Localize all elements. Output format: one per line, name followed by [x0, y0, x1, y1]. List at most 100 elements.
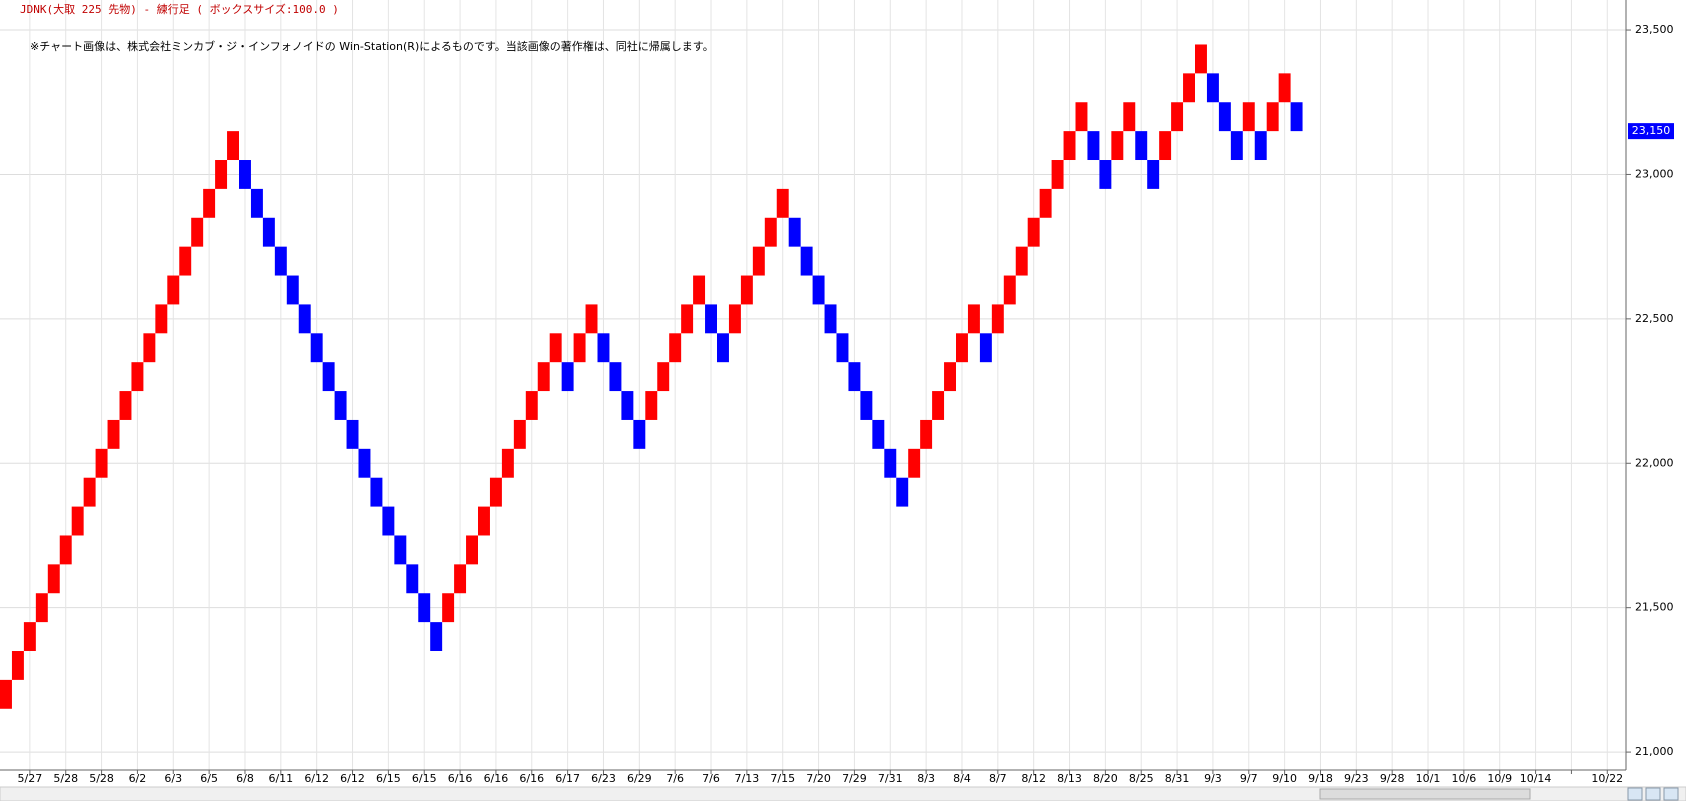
renko-box	[215, 160, 228, 189]
renko-box	[1099, 160, 1112, 189]
y-tick-label: 22,000	[1635, 456, 1674, 469]
renko-box	[1147, 160, 1160, 189]
renko-box	[920, 419, 933, 449]
renko-box	[478, 506, 490, 536]
x-tick-label: 8/13	[1057, 772, 1082, 785]
renko-box	[179, 246, 192, 276]
renko-box	[1195, 44, 1207, 74]
renko-box	[597, 333, 610, 363]
renko-box	[776, 188, 789, 218]
last-price-label: 23,150	[1632, 124, 1671, 137]
x-tick-label: 10/9	[1487, 772, 1512, 785]
x-tick-label: 10/1	[1416, 772, 1441, 785]
renko-box	[47, 564, 60, 594]
x-tick-label: 9/18	[1308, 772, 1333, 785]
x-tick-label: 7/6	[702, 772, 720, 785]
grid	[0, 0, 1626, 770]
renko-box	[155, 304, 168, 334]
x-tick-label: 8/25	[1129, 772, 1154, 785]
renko-box	[143, 333, 156, 363]
renko-box	[1171, 102, 1184, 132]
x-tick-label: 6/15	[412, 772, 437, 785]
renko-box	[752, 246, 765, 276]
renko-box	[848, 362, 861, 392]
renko-box	[322, 362, 335, 392]
renko-box	[131, 362, 144, 392]
x-tick-label: 8/4	[953, 772, 971, 785]
renko-box	[1063, 131, 1076, 161]
renko-box	[525, 391, 538, 420]
x-tick-label: 6/12	[304, 772, 329, 785]
renko-box	[358, 448, 371, 478]
zoom-button[interactable]	[1645, 787, 1661, 801]
renko-box	[1039, 188, 1052, 218]
scrollbar[interactable]	[0, 786, 1686, 801]
renko-box	[286, 275, 299, 305]
x-tick-label: 5/28	[89, 772, 114, 785]
renko-box	[609, 362, 622, 392]
renko-box	[537, 362, 550, 392]
renko-box	[203, 188, 216, 218]
renko-box	[1027, 217, 1040, 247]
x-tick-label: 5/28	[53, 772, 78, 785]
renko-box	[956, 333, 968, 363]
x-tick-label: 6/16	[484, 772, 509, 785]
renko-box	[23, 622, 36, 652]
x-tick-label: 7/29	[842, 772, 867, 785]
scrollbar-track	[0, 786, 1686, 801]
renko-box	[896, 477, 909, 507]
renko-box	[824, 304, 837, 334]
renko-box	[95, 448, 108, 478]
x-tick-label: 6/16	[448, 772, 473, 785]
renko-box	[310, 333, 323, 363]
renko-box	[669, 333, 682, 363]
y-tick-label: 23,500	[1635, 23, 1674, 36]
renko-box	[621, 391, 634, 420]
renko-box	[513, 419, 526, 449]
renko-box	[728, 304, 741, 334]
x-tick-label: 8/12	[1021, 772, 1046, 785]
renko-box	[908, 448, 921, 478]
renko-box	[489, 477, 502, 507]
renko-box	[561, 362, 574, 392]
renko-box	[1278, 73, 1291, 103]
x-tick-label: 7/13	[735, 772, 760, 785]
renko-box	[1206, 73, 1219, 103]
renko-box	[454, 564, 467, 594]
x-tick-label: 9/3	[1204, 772, 1222, 785]
scrollbar-thumb[interactable]	[1319, 788, 1531, 800]
y-tick-label: 21,500	[1635, 601, 1674, 614]
renko-box	[430, 622, 443, 652]
renko-box	[991, 304, 1004, 334]
zoom-button[interactable]	[1663, 787, 1679, 801]
chart-title: JDNK(大取 225 先物) - 練行足 ( ボックスサイズ:100.0 )	[20, 2, 339, 16]
x-tick-label: 10/14	[1520, 772, 1552, 785]
renko-box	[1183, 73, 1195, 103]
zoom-button[interactable]	[1627, 787, 1643, 801]
renko-box	[884, 448, 897, 478]
x-tick-label: 9/10	[1272, 772, 1297, 785]
renko-box	[119, 391, 132, 420]
renko-box	[1159, 131, 1172, 161]
renko-box	[740, 275, 753, 305]
renko-box	[370, 477, 383, 507]
y-tick-label: 21,000	[1635, 745, 1674, 758]
renko-box	[657, 362, 670, 392]
renko-box	[800, 246, 813, 276]
renko-box	[239, 160, 251, 189]
renko-box	[932, 391, 945, 420]
renko-box	[394, 535, 407, 565]
renko-box	[979, 333, 992, 363]
x-tick-label: 7/6	[666, 772, 684, 785]
x-tick-label: 8/3	[917, 772, 935, 785]
x-tick-label: 6/8	[236, 772, 254, 785]
renko-box	[262, 217, 275, 247]
renko-box	[1111, 131, 1124, 161]
x-tick-label: 6/12	[340, 772, 365, 785]
renko-box	[764, 217, 777, 247]
renko-box	[1003, 275, 1016, 305]
x-tick-label: 6/16	[519, 772, 544, 785]
renko-box	[71, 506, 84, 536]
